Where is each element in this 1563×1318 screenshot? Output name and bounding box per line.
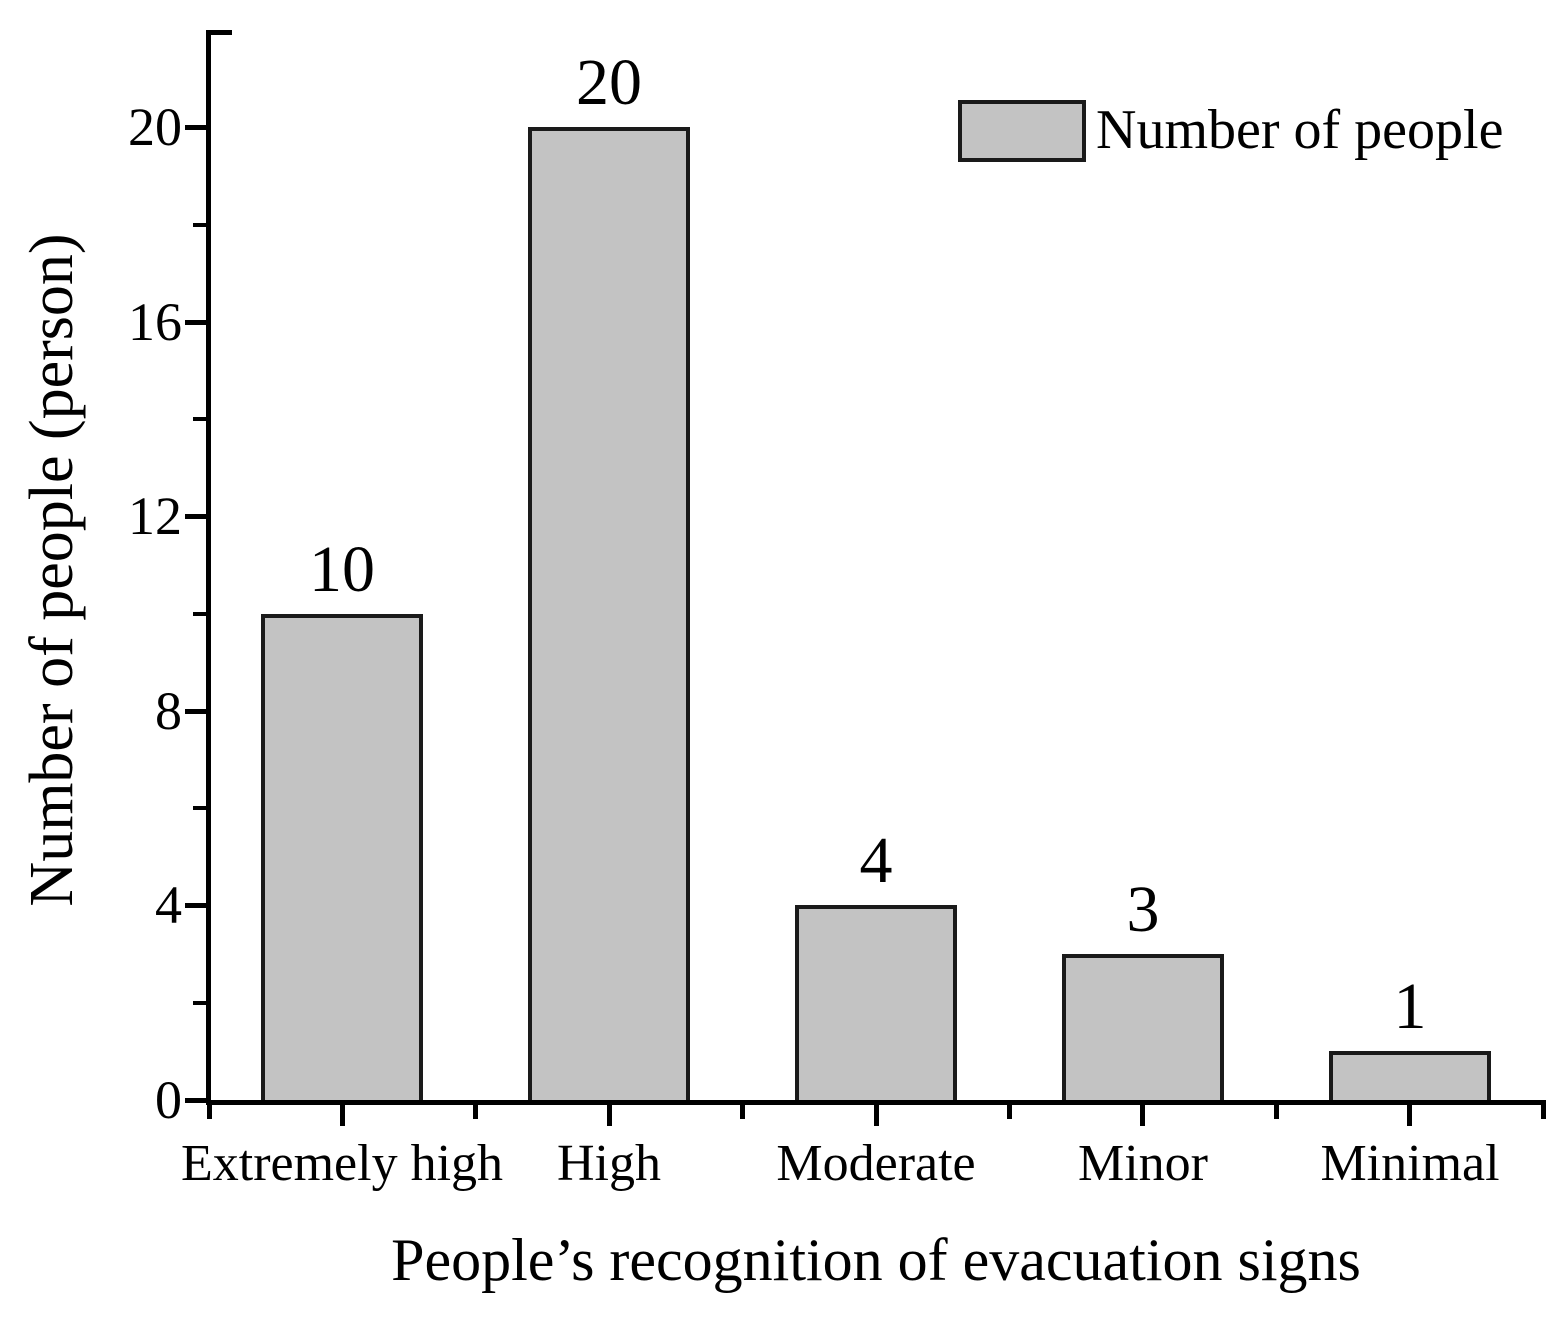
legend-entry-label: Number of people: [1096, 99, 1504, 161]
x-axis-major-tick: [607, 1105, 612, 1126]
x-axis-major-tick: [1407, 1105, 1412, 1126]
y-axis-major-tick: [185, 903, 206, 908]
x-axis-boundary-tick: [1274, 1105, 1279, 1119]
y-axis-minor-tick: [193, 1001, 206, 1005]
x-axis-major-tick: [874, 1105, 879, 1126]
bar: [1329, 1051, 1491, 1100]
bar: [795, 905, 957, 1100]
y-axis-minor-tick: [193, 806, 206, 810]
y-axis-title: Number of people (person): [18, 233, 86, 907]
bar-value-label: 4: [859, 824, 893, 897]
x-axis-title: People’s recognition of evacuation signs: [391, 1227, 1361, 1293]
y-axis-tick-label: 0: [155, 1070, 182, 1130]
x-axis-boundary-tick: [473, 1105, 478, 1119]
y-axis-major-tick: [185, 1098, 206, 1103]
y-axis-major-tick: [185, 320, 206, 325]
y-axis-major-tick: [185, 709, 206, 714]
x-axis-category-label: Minor: [1078, 1135, 1208, 1192]
y-axis-major-tick: [185, 125, 206, 130]
x-axis-major-tick: [340, 1105, 345, 1126]
bar-value-label: 10: [309, 533, 375, 606]
x-axis-boundary-tick: [207, 1105, 212, 1119]
x-axis-spine: [206, 1100, 1546, 1105]
x-axis-category-label: Minimal: [1320, 1135, 1500, 1192]
x-axis-category-label: Moderate: [776, 1135, 976, 1192]
y-axis-tick-label: 12: [128, 486, 182, 546]
x-axis-boundary-tick: [740, 1105, 745, 1119]
y-axis-tick-label: 4: [155, 875, 182, 935]
x-axis-boundary-tick: [1007, 1105, 1012, 1119]
y-axis-minor-tick: [193, 223, 206, 227]
y-axis-spine: [206, 30, 211, 1105]
y-axis-minor-tick: [193, 417, 206, 421]
y-axis-tick-label: 16: [128, 292, 182, 352]
y-axis-tick-label: 20: [128, 97, 182, 157]
x-axis-major-tick: [1140, 1105, 1145, 1126]
bar: [528, 127, 690, 1100]
bar: [1062, 954, 1224, 1100]
bar: [261, 614, 423, 1100]
bar-value-label: 20: [576, 46, 642, 119]
y-axis-top-end-tick: [211, 30, 232, 35]
y-axis-minor-tick: [193, 612, 206, 616]
y-axis-major-tick: [185, 514, 206, 519]
bar-value-label: 1: [1393, 970, 1427, 1043]
x-axis-category-label: Extremely high: [180, 1135, 504, 1192]
x-axis-category-label: High: [557, 1135, 661, 1192]
y-axis-tick-label: 8: [155, 681, 182, 741]
x-axis-boundary-tick: [1541, 1105, 1546, 1119]
legend-swatch-icon: [958, 100, 1086, 162]
bar-value-label: 3: [1126, 873, 1160, 946]
